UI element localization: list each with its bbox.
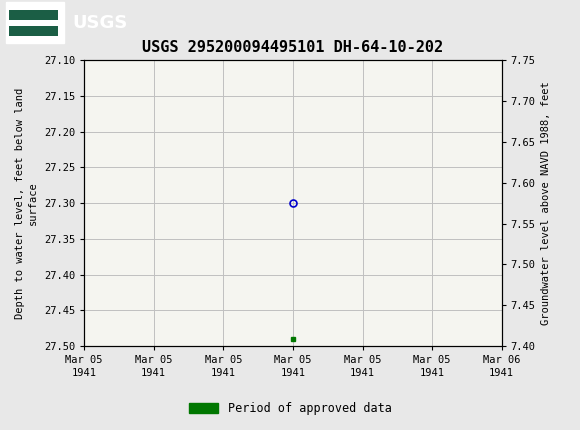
Bar: [9, 26, 58, 36]
Bar: [6, 2, 64, 43]
Title: USGS 295200094495101 DH-64-10-202: USGS 295200094495101 DH-64-10-202: [142, 40, 444, 55]
Y-axis label: Groundwater level above NAVD 1988, feet: Groundwater level above NAVD 1988, feet: [541, 81, 551, 325]
Text: USGS: USGS: [72, 14, 128, 31]
Bar: [9, 10, 58, 20]
Legend: Period of approved data: Period of approved data: [184, 397, 396, 420]
Bar: [9, 25, 58, 26]
Y-axis label: Depth to water level, feet below land
surface: Depth to water level, feet below land su…: [15, 88, 38, 319]
Bar: [6, 2, 64, 43]
